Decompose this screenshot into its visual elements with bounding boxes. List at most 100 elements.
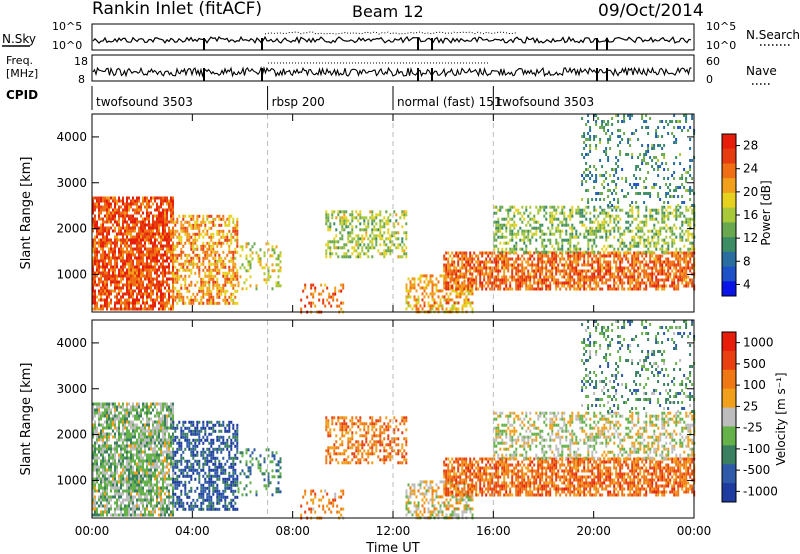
data-cell [100,286,102,290]
data-cell [200,223,203,227]
data-cell [615,263,618,267]
data-cell [593,165,596,168]
data-cell [423,295,426,299]
data-cell [499,281,502,285]
data-cell [148,253,150,257]
data-cell [220,256,223,260]
data-cell [513,275,516,279]
data-cell [210,247,213,251]
data-cell [249,284,252,288]
data-cell [100,477,102,481]
data-cell [635,284,638,288]
data-cell [132,259,134,263]
data-cell [168,244,170,248]
data-cell [226,253,229,257]
data-cell [397,231,400,235]
data-cell [176,256,179,260]
data-cell [457,263,460,267]
data-cell [222,235,225,239]
data-cell [224,283,227,287]
data-cell [501,226,504,230]
data-cell [519,284,522,288]
data-cell [178,214,181,218]
data-cell [106,235,108,239]
data-cell [523,272,526,276]
data-cell [325,216,328,220]
data-cell [591,275,594,279]
data-cell [345,252,348,256]
data-cell [499,287,502,291]
data-cell [657,238,660,242]
data-cell [393,222,396,226]
data-cell [234,223,237,227]
data-cell [136,268,138,272]
data-cell [164,301,166,305]
data-cell [194,238,197,242]
data-cell [473,269,476,273]
data-cell [182,277,185,281]
data-cell [627,192,630,195]
data-cell [196,247,199,251]
data-cell [124,283,126,287]
data-cell [513,250,516,254]
data-cell [639,266,642,270]
data-cell [232,229,235,233]
data-cell [96,468,98,472]
data-cell [94,298,96,302]
data-cell [146,292,148,296]
data-cell [581,183,584,186]
data-cell [230,232,233,236]
data-cell [689,220,692,224]
data-cell [649,272,652,276]
data-cell [190,223,193,227]
data-cell [190,298,193,302]
data-cell [154,304,156,308]
data-cell [96,241,98,245]
data-cell [541,254,544,258]
data-cell [619,208,622,212]
data-cell [523,269,526,273]
data-cell [168,283,170,287]
data-cell [575,281,578,285]
data-cell [170,211,172,215]
data-cell [639,287,642,291]
data-cell [104,432,106,436]
data-cell [607,266,610,270]
data-cell [587,278,590,282]
data-cell [106,295,108,299]
data-cell [667,186,670,189]
data-cell [98,262,100,266]
data-cell [329,255,332,259]
data-cell [639,226,642,230]
data-cell [639,229,642,233]
data-cell [605,232,608,236]
data-cell [535,287,538,291]
data-cell [685,272,688,276]
data-cell [503,275,506,279]
data-cell [218,238,221,242]
data-cell [611,244,614,248]
data-cell [633,278,636,282]
data-cell [555,284,558,288]
data-cell [154,232,156,236]
data-cell [172,220,175,224]
data-cell [108,274,110,278]
data-cell [667,123,670,126]
data-cell [579,272,582,276]
data-cell [525,275,528,279]
data-cell [603,260,606,264]
data-cell [172,268,174,272]
data-cell [154,223,156,227]
data-cell [116,274,118,278]
data-cell [333,246,336,250]
data-cell [565,278,568,282]
data-cell [691,189,694,192]
data-cell [493,275,496,279]
data-cell [667,244,670,248]
data-cell [685,180,688,183]
data-cell [218,223,221,227]
data-cell [134,280,136,284]
data-cell [194,223,197,227]
data-cell [212,241,215,245]
data-cell [351,240,354,244]
